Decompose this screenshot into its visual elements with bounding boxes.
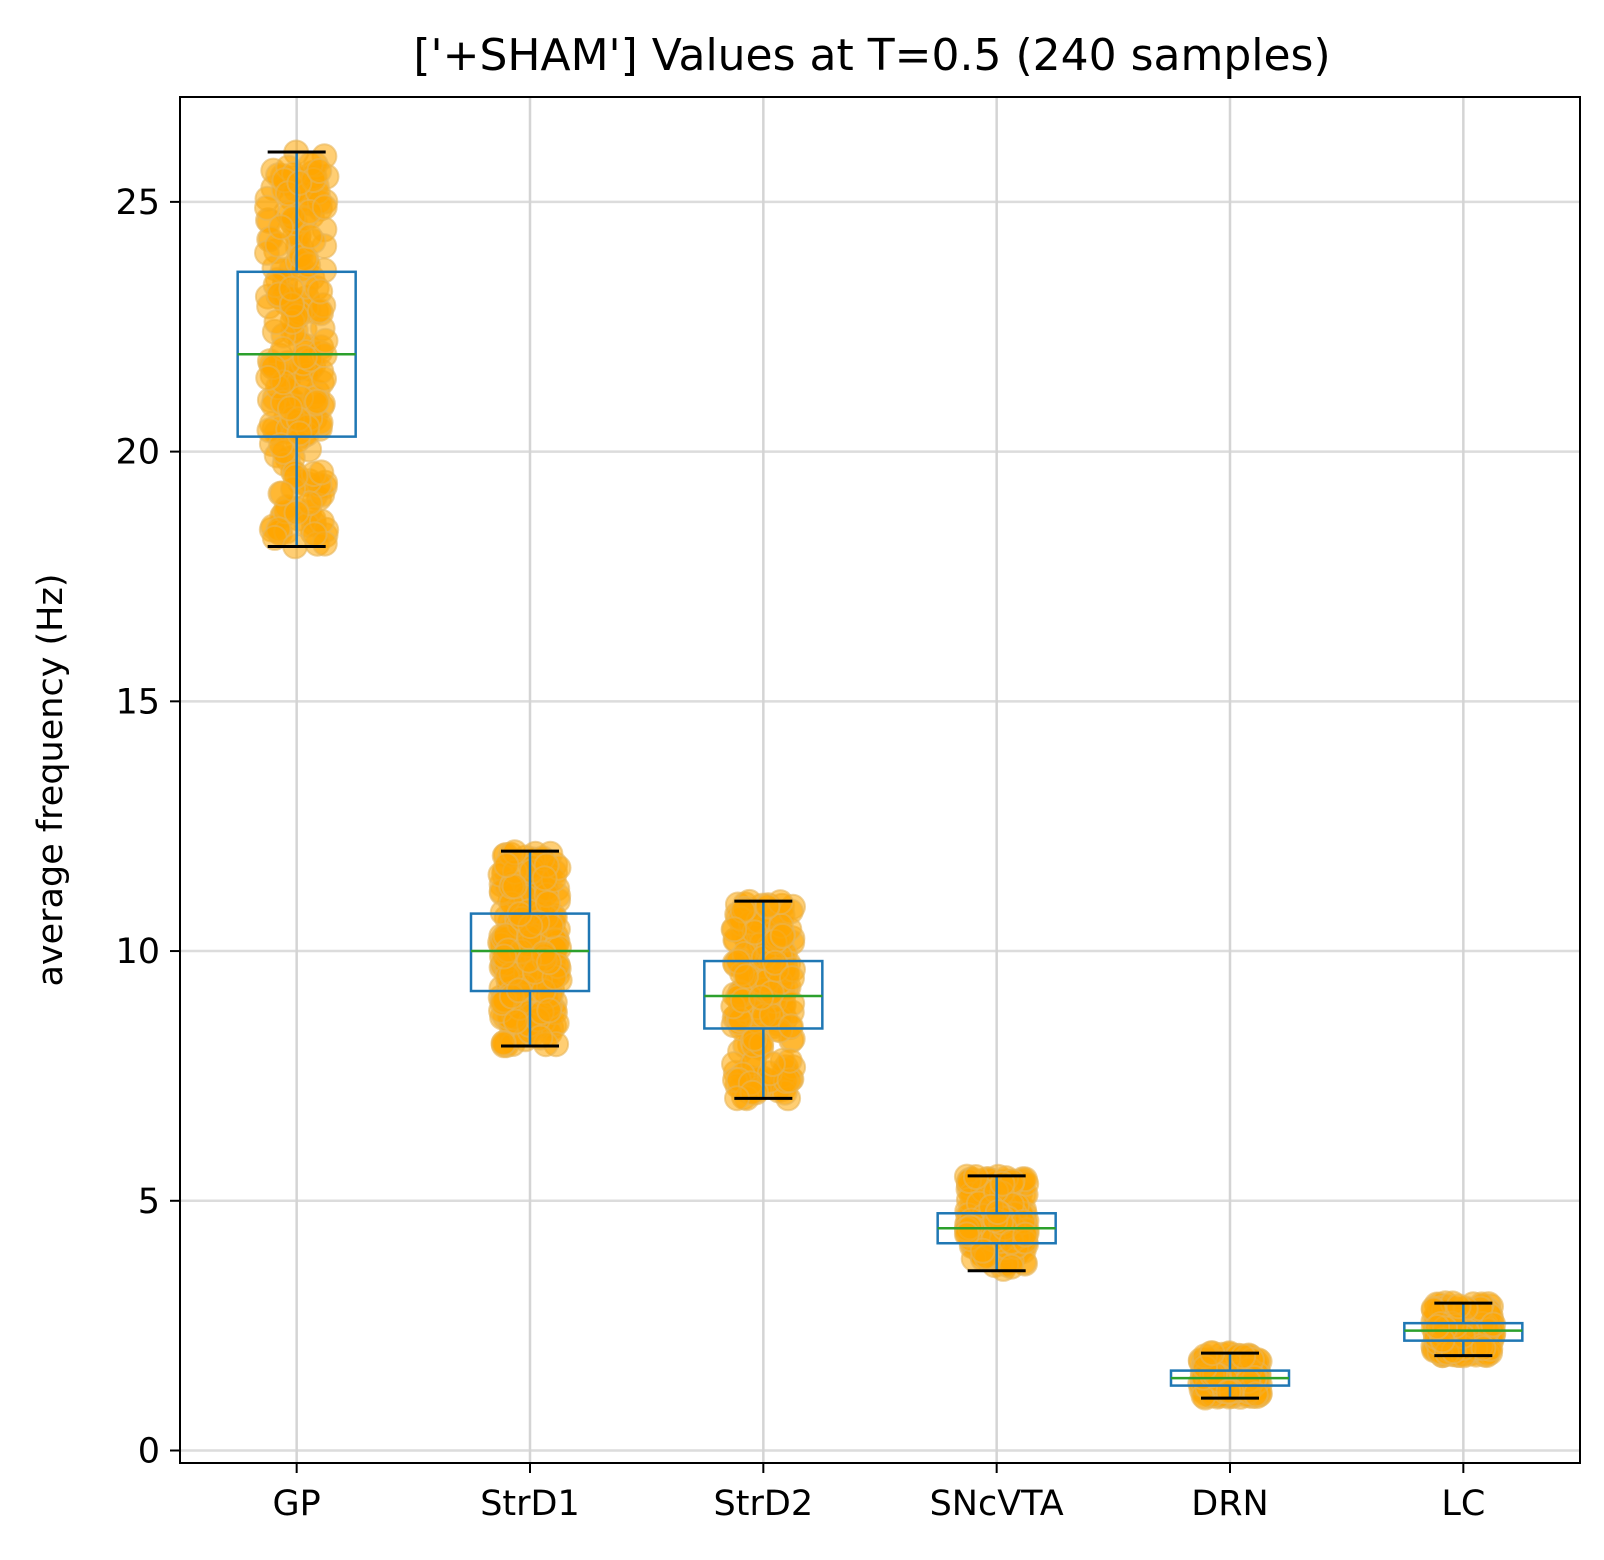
data-point-strd1 xyxy=(493,852,520,879)
data-point-gp xyxy=(301,521,328,548)
data-point-gp xyxy=(254,194,280,221)
data-point-gp xyxy=(263,309,290,335)
box-drn xyxy=(1169,1351,1291,1400)
data-point-gp xyxy=(277,395,303,422)
x-tick-label: SNcVTA xyxy=(930,1484,1064,1524)
data-point-strd1 xyxy=(502,1008,529,1035)
data-point-gp xyxy=(304,388,331,415)
data-point-drn xyxy=(1215,1378,1242,1405)
data-point-strd1 xyxy=(536,997,563,1024)
data-point-strd2 xyxy=(759,1051,786,1077)
box-strd2 xyxy=(703,899,824,1100)
data-point-gp xyxy=(308,459,335,486)
y-tick-label: 15 xyxy=(115,682,160,722)
data-point-strd1 xyxy=(536,949,562,976)
data-point-strd1 xyxy=(491,943,518,970)
box-plots xyxy=(236,150,1524,1400)
data-point-gp xyxy=(255,364,282,391)
data-point-strd2 xyxy=(748,984,775,1011)
y-axis-ticks: 0 5 10 15 20 25 xyxy=(115,183,180,1472)
data-point-sncvta xyxy=(998,1253,1025,1280)
data-point-gp xyxy=(311,194,338,221)
data-point-strd2 xyxy=(762,949,789,976)
data-point-gp xyxy=(307,278,334,305)
y-tick-label: 20 xyxy=(115,433,160,473)
data-point-gp xyxy=(286,169,313,196)
x-tick-label: LC xyxy=(1441,1484,1485,1524)
y-tick-label: 25 xyxy=(115,183,160,223)
box-sncvta xyxy=(936,1174,1057,1273)
data-point-gp xyxy=(311,365,337,392)
data-point-gp xyxy=(296,223,323,250)
data-point-strd2 xyxy=(741,1025,768,1052)
data-point-strd2 xyxy=(733,963,759,990)
box-strd1 xyxy=(469,849,591,1048)
data-point-gp xyxy=(312,327,339,354)
plot-area-frame xyxy=(179,96,1581,1464)
data-point-strd2 xyxy=(779,965,805,992)
y-tick-label: 10 xyxy=(115,932,160,972)
data-point-lc xyxy=(1480,1311,1507,1338)
data-point-lc xyxy=(1424,1314,1451,1340)
y-tick-label: 5 xyxy=(138,1182,160,1222)
y-axis-label: average frequency (Hz) xyxy=(31,573,71,986)
x-tick-label: StrD1 xyxy=(480,1484,580,1524)
data-point-strd2 xyxy=(754,893,781,920)
data-point-gp xyxy=(286,420,313,447)
data-point-strd2 xyxy=(769,922,796,949)
y-tick-label: 0 xyxy=(138,1432,160,1472)
data-point-drn xyxy=(1230,1343,1257,1370)
data-point-strd1 xyxy=(490,1030,517,1057)
box-lc xyxy=(1403,1301,1524,1358)
x-tick-label: DRN xyxy=(1191,1484,1268,1524)
data-point-gp xyxy=(267,432,294,459)
data-point-gp xyxy=(269,480,296,507)
data-point-sncvta xyxy=(969,1237,996,1264)
data-point-strd1 xyxy=(527,1024,554,1051)
data-point-strd1 xyxy=(531,865,558,892)
x-axis-ticks: GP StrD1 StrD2 SNcVTA DRN LC xyxy=(273,1463,1485,1524)
data-point-gp xyxy=(278,275,305,302)
chart-title: ['+SHAM'] Values at T=0.5 (240 samples) xyxy=(413,30,1330,81)
data-point-gp xyxy=(291,344,318,371)
x-tick-label: StrD2 xyxy=(714,1484,814,1524)
data-point-gp xyxy=(268,214,294,241)
data-point-strd2 xyxy=(721,916,748,943)
x-tick-label: GP xyxy=(273,1484,321,1524)
data-point-gp xyxy=(306,158,333,184)
data-point-strd2 xyxy=(777,1013,804,1040)
box-gp xyxy=(236,150,357,549)
data-point-lc xyxy=(1445,1293,1472,1320)
